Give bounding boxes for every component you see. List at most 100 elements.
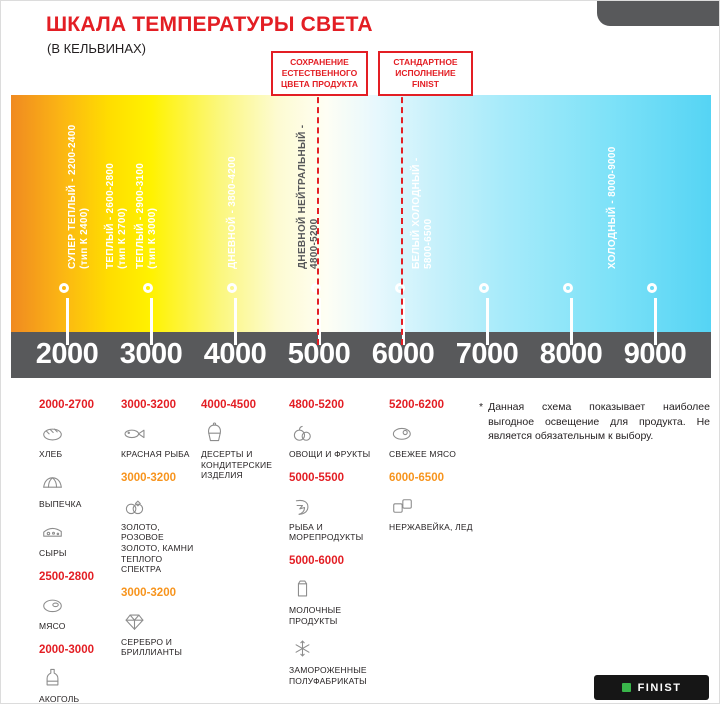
scale-marker — [310, 283, 321, 293]
temperature-gradient-bar — [11, 95, 711, 332]
range-heading: 5200-6200 — [389, 399, 444, 411]
legend-item-label: ДЕСЕРТЫ И КОНДИТЕРСКИЕ ИЗДЕЛИЯ — [201, 449, 273, 481]
legend-item-label: ЗОЛОТО, РОЗОВОЕ ЗОЛОТО, КАМНИ ТЕПЛОГО СП… — [121, 521, 194, 575]
scale-marker — [562, 283, 573, 293]
seafood-icon — [295, 499, 309, 515]
legend-item: ДЕСЕРТЫ И КОНДИТЕРСКИЕ ИЗДЕЛИЯ — [201, 419, 287, 481]
zone-label-line: (тип К 3000) — [147, 207, 158, 269]
legend-item: МЯСО — [39, 591, 115, 632]
range-heading: 4800-5200 — [289, 399, 344, 411]
legend-item: ХЛЕБ — [39, 419, 115, 460]
range-heading: 5000-6000 — [289, 554, 344, 567]
scale-marker — [226, 283, 237, 293]
legend-item-label: ЗАМОРОЖЕННЫЕ ПОЛУФАБРИКАТЫ — [289, 665, 367, 686]
range-heading: 2000-2700 — [39, 399, 94, 411]
zone-label-line: БЕЛЫЙ ХОЛОДНЫЙ - — [411, 157, 422, 269]
legend-item: ВЫПЕЧКА — [39, 469, 115, 510]
scale-marker-stem — [65, 298, 69, 345]
legend-column-1: 2000-2700 ХЛЕБ ВЫПЕЧКА СЫРЫ 2500-2800 МЯСО 200… — [39, 397, 115, 704]
range-heading: 3000-3200 — [121, 399, 176, 411]
milk-icon — [297, 580, 308, 597]
fresh-meat-icon — [392, 427, 411, 440]
range-heading: 5000-5500 — [289, 471, 344, 484]
scale-marker-stem — [149, 298, 153, 345]
zone-label-line: ТЕПЛЫЙ - 2600-2800 — [105, 162, 116, 269]
legend-item-label: ХЛЕБ — [39, 449, 63, 459]
legend-item: РЫБА И МОРЕПРОДУКТЫ — [289, 492, 381, 543]
bottle-icon — [46, 668, 59, 685]
zone-label: ХОЛОДНЫЙ - 8000-9000 — [607, 146, 619, 269]
kelvin-scale-band — [11, 332, 711, 378]
legend-item-label: КРАСНАЯ РЫБА — [121, 449, 190, 459]
legend-item-label: НЕРЖАВЕЙКА, ЛЕД — [389, 521, 473, 532]
legend-item-label: ОВОЩИ И ФРУКТЫ — [289, 449, 371, 459]
dashed-line-5000 — [317, 87, 319, 345]
ice-icon — [393, 498, 412, 513]
corner-decoration — [597, 1, 719, 26]
legend-column-5: 5200-6200 СВЕЖЕЕ МЯСО 6000-6500 НЕРЖАВЕЙКА,… — [389, 397, 475, 541]
zone-label: ТЕПЛЫЙ - 2900-3100 (тип К 3000) — [135, 163, 159, 269]
frozen-icon — [295, 640, 310, 657]
zone-label: СУПЕР ТЕПЛЫЙ - 2200-2400 (тип К 2400) — [67, 125, 91, 270]
fish-icon — [124, 429, 145, 439]
scale-marker — [394, 283, 405, 293]
legend-item: НЕРЖАВЕЙКА, ЛЕД — [389, 492, 475, 533]
legend-item: АКОГОЛЬ — [39, 664, 115, 704]
zone-label-line: СУПЕР ТЕПЛЫЙ - 2200-2400 — [67, 124, 78, 270]
zone-label-line: 5800-6500 — [423, 218, 434, 269]
cake-icon — [208, 422, 221, 442]
range-heading: 6000-6500 — [389, 471, 444, 484]
fruits-icon — [293, 425, 311, 441]
legend-item: СЕРЕБРО И БРИЛЛИАНТЫ — [121, 607, 195, 658]
legend: 2000-2700 ХЛЕБ ВЫПЕЧКА СЫРЫ 2500-2800 МЯСО 200… — [1, 397, 719, 704]
legend-column-2: 3000-3200 КРАСНАЯ РЫБА 3000-3200 ЗОЛОТО, РО… — [121, 397, 195, 667]
scale-marker-stem — [653, 298, 657, 345]
legend-item: ОВОЩИ И ФРУКТЫ — [289, 419, 381, 460]
legend-item-label: РЫБА И МОРЕПРОДУКТЫ — [289, 521, 364, 543]
scale-marker-stem — [569, 298, 573, 345]
zone-label-line: (тип К 2400) — [79, 207, 90, 269]
scale-marker-stem — [485, 298, 489, 345]
legend-item-label: АКОГОЛЬ — [39, 693, 80, 704]
legend-item-label: СЫРЫ — [39, 548, 67, 559]
footnote-asterisk: * — [479, 401, 484, 413]
range-heading: 2000-3000 — [39, 643, 94, 656]
legend-item-label: ВЫПЕЧКА — [39, 498, 82, 509]
callout-standard-finist: СТАНДАРТНОЕ ИСПОЛНЕНИЕ FINIST — [378, 51, 473, 97]
zone-label-line: ХОЛОДНЫЙ - 8000-9000 — [607, 146, 618, 269]
meat-icon — [43, 599, 62, 613]
zone-label-line: ДНЕВНОЙ - 3800-4200 — [227, 156, 238, 269]
legend-item: КРАСНАЯ РЫБА — [121, 419, 195, 460]
zone-label-line: ДНЕВНОЙ НЕЙТРАЛЬНЫЙ - — [297, 124, 308, 269]
zone-label: ТЕПЛЫЙ - 2600-2800 (тип К 2700) — [105, 163, 129, 269]
dashed-line-6000 — [401, 87, 403, 345]
zone-label: БЕЛЫЙ ХОЛОДНЫЙ -5800-6500 — [411, 158, 435, 269]
zone-label-line: (тип К 2700) — [117, 207, 128, 269]
rings-icon — [125, 500, 144, 514]
legend-item-label: МЯСО — [39, 620, 66, 631]
range-heading: 3000-3200 — [121, 471, 176, 484]
cheese-icon — [43, 528, 62, 538]
legend-item: МОЛОЧНЫЕ ПРОДУКТЫ — [289, 575, 381, 626]
logo-text: FINIST — [637, 681, 682, 694]
legend-item: СВЕЖЕЕ МЯСО — [389, 419, 475, 460]
page-subtitle: (В КЕЛЬВИНАХ) — [47, 41, 146, 56]
range-heading: 4000-4500 — [201, 399, 256, 411]
zone-label: ДНЕВНОЙ - 3800-4200 — [227, 156, 239, 269]
logo-mark-icon — [621, 683, 631, 692]
scale-marker — [142, 283, 153, 293]
scale-marker — [58, 283, 69, 293]
legend-column-4: 4800-5200 ОВОЩИ И ФРУКТЫ 5000-5500 РЫБА И М… — [289, 397, 381, 695]
callout-natural-color: СОХРАНЕНИЕ ЕСТЕСТВЕННОГО ЦВЕТА ПРОДУКТА — [271, 51, 368, 97]
range-heading: 3000-3200 — [121, 586, 176, 599]
page-title: ШКАЛА ТЕМПЕРАТУРЫ СВЕТА — [46, 13, 373, 36]
brand-logo: FINIST — [594, 675, 709, 700]
scale-marker-stem — [233, 298, 237, 345]
legend-item: ЗОЛОТО, РОЗОВОЕ ЗОЛОТО, КАМНИ ТЕПЛОГО СП… — [121, 492, 195, 575]
bread-icon — [43, 428, 62, 441]
legend-column-3: 4000-4500 ДЕСЕРТЫ И КОНДИТЕРСКИЕ ИЗДЕЛИЯ — [201, 397, 287, 490]
pastry-icon — [43, 476, 62, 488]
scale-marker-stem — [401, 298, 405, 345]
zone-label-line: ТЕПЛЫЙ - 2900-3100 — [135, 162, 146, 269]
